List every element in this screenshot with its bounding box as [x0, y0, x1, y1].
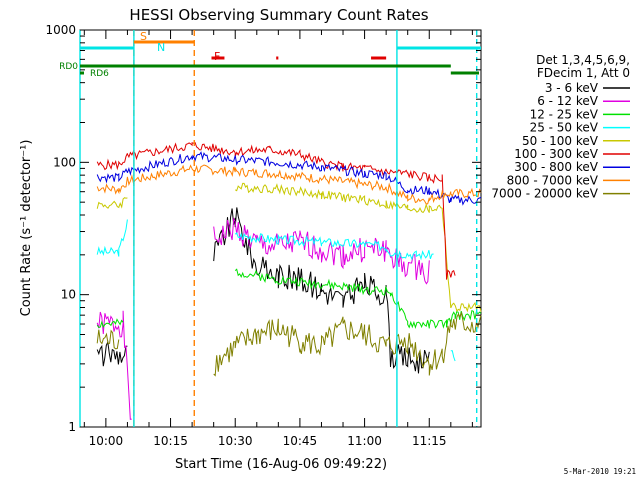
x-tick-label: 10:45	[283, 434, 318, 448]
legend-entry-label: 3 - 6 keV	[545, 81, 599, 95]
y-tick-label: 1000	[45, 23, 76, 37]
series-line-0	[96, 207, 430, 374]
legend-entry-label: 25 - 50 keV	[530, 121, 599, 135]
x-tick-label: 10:15	[153, 434, 188, 448]
legend-entry-label: 300 - 800 keV	[514, 160, 598, 174]
x-tick-label: 11:00	[347, 434, 382, 448]
flag-label-f: F	[214, 50, 220, 63]
flag-label-s: S	[140, 30, 147, 43]
series-line-6	[96, 151, 482, 206]
legend-entry-label: 800 - 7000 keV	[507, 173, 599, 187]
flag-label-rd0: RD0	[59, 62, 78, 72]
y-tick-label: 10	[61, 288, 76, 302]
series-layer	[96, 141, 482, 420]
x-tick-label: 10:00	[89, 434, 124, 448]
chart-title: HESSI Observing Summary Count Rates	[129, 6, 428, 24]
legend-header-line-2: FDecim 1, Att 0	[537, 66, 630, 80]
x-tick-label: 10:30	[218, 434, 253, 448]
date-stamp: 5-Mar-2010 19:21	[564, 467, 636, 476]
axis-layer: 1 10 100 1000 10:00 10:15 10:30 10:45 11:00 11:15	[45, 23, 481, 448]
legend: Det 1,3,4,5,6,9, FDecim 1, Att 0 3 - 6 k…	[491, 53, 630, 201]
x-tick-label: 11:15	[412, 434, 447, 448]
series-line-2	[96, 268, 482, 329]
flag-label-rd6: RD6	[90, 69, 109, 79]
series-line-5	[96, 141, 456, 280]
legend-entry-label: 12 - 25 keV	[530, 107, 599, 121]
series-line-1	[96, 217, 430, 420]
legend-entry-label: 7000 - 20000 keV	[491, 187, 598, 201]
plot-frame	[79, 29, 482, 428]
legend-entry-label: 6 - 12 keV	[537, 94, 599, 108]
series-line-4	[96, 182, 482, 313]
y-tick-label: 100	[53, 155, 76, 169]
legend-header-line-1: Det 1,3,4,5,6,9,	[536, 53, 630, 67]
series-line-8	[96, 311, 482, 377]
series-line-3	[96, 219, 456, 362]
x-axis-label: Start Time (16-Aug-06 09:49:22)	[175, 457, 387, 472]
legend-entry-label: 50 - 100 keV	[522, 134, 599, 148]
flag-layer: SN F RD0 RD6	[59, 30, 481, 427]
y-axis-label: Count Rate (s⁻¹ detector⁻¹)	[19, 140, 34, 317]
legend-entry-label: 100 - 300 keV	[514, 147, 598, 161]
y-tick-label: 1	[68, 420, 76, 434]
flag-label-n: N	[157, 41, 165, 54]
series-line-7	[96, 164, 482, 205]
